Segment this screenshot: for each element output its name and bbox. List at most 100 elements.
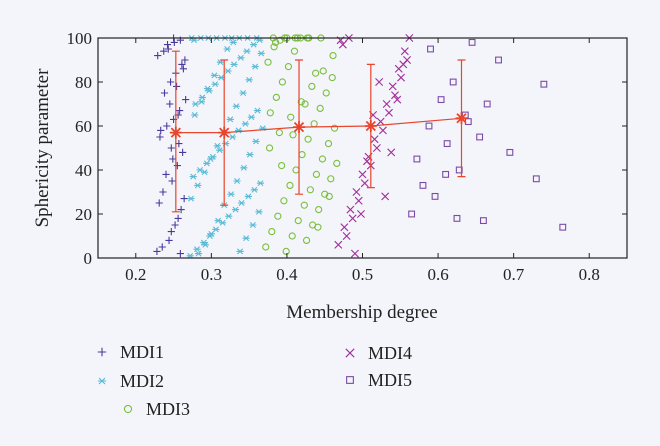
x-tick-label: 0.6 xyxy=(427,265,448,284)
data-point-mdi1 xyxy=(165,236,173,244)
data-point-mdi1 xyxy=(181,56,189,64)
data-point-mdi4 xyxy=(372,144,381,152)
data-point-mdi5 xyxy=(559,223,567,231)
data-point-mdi3 xyxy=(315,205,323,214)
data-point-mdi2 xyxy=(250,186,259,193)
data-point-mdi3 xyxy=(286,181,294,190)
data-point-mdi1 xyxy=(180,195,188,203)
data-point-mdi1 xyxy=(167,144,175,152)
data-point-mdi2 xyxy=(203,160,211,167)
data-point-mdi3 xyxy=(316,104,324,113)
data-point-mdi2 xyxy=(251,63,259,70)
data-point-mdi4 xyxy=(384,108,393,117)
data-point-mdi2 xyxy=(246,151,254,158)
data-point-mdi4 xyxy=(350,249,359,258)
data-point-mdi2 xyxy=(250,41,258,48)
data-point-mdi1 xyxy=(176,107,184,115)
data-point-mdi3 xyxy=(312,69,320,77)
data-point-mdi2 xyxy=(210,72,218,79)
data-point-mdi2 xyxy=(197,98,206,105)
data-point-mdi4 xyxy=(346,205,355,214)
data-point-mdi5 xyxy=(408,210,416,218)
x-tick-label: 0.5 xyxy=(352,265,373,284)
series-mdi1 xyxy=(153,34,190,258)
data-point-mdi5 xyxy=(431,192,439,200)
data-point-mdi5 xyxy=(483,100,491,108)
data-point-mdi4 xyxy=(370,135,379,144)
axis-ticks-layer: 0.2 0.3 0.4 0.5 0.6 0.7 0.8 0 20 40 60 80 100 xyxy=(67,29,627,284)
series-mdi5 xyxy=(408,38,567,231)
legend-item-mdi3: MDI3 xyxy=(123,399,190,419)
data-point-mdi4 xyxy=(388,82,397,91)
data-point-mdi2 xyxy=(214,217,222,224)
data-point-mdi3 xyxy=(330,124,339,132)
data-point-mdi3 xyxy=(318,155,327,163)
data-point-mdi5 xyxy=(427,45,434,53)
data-point-mdi2 xyxy=(225,213,233,220)
data-point-mdi2 xyxy=(187,195,195,202)
data-point-mdi2 xyxy=(236,248,244,255)
data-point-mdi4 xyxy=(382,100,391,108)
data-point-mdi3 xyxy=(292,166,300,174)
x-tick-label: 0.7 xyxy=(503,265,525,284)
data-point-mdi3 xyxy=(310,120,318,128)
mean-errorbar-layer xyxy=(169,50,468,213)
data-point-mdi2 xyxy=(222,140,230,147)
data-point-mdi3 xyxy=(306,186,314,194)
data-point-mdi5 xyxy=(453,214,461,222)
mean-point xyxy=(364,120,377,132)
legend-label: MDI4 xyxy=(368,343,412,363)
data-point-mdi2 xyxy=(229,39,237,46)
data-point-mdi1 xyxy=(166,78,175,86)
data-point-mdi1 xyxy=(168,177,176,185)
data-point-mdi2 xyxy=(193,246,201,253)
data-point-mdi3 xyxy=(314,223,322,231)
data-point-mdi3 xyxy=(266,109,274,117)
legend-marker-mdi1 xyxy=(97,347,107,357)
data-point-mdi5 xyxy=(540,80,548,88)
data-point-mdi2 xyxy=(207,230,215,237)
data-point-mdi1 xyxy=(163,41,172,49)
data-point-mdi3 xyxy=(265,144,274,152)
data-point-mdi3 xyxy=(302,236,311,245)
data-point-mdi2 xyxy=(198,94,206,101)
data-point-mdi3 xyxy=(319,67,327,75)
legend-marker-mdi5 xyxy=(346,376,354,384)
data-point-mdi5 xyxy=(449,78,457,86)
data-point-mdi3 xyxy=(304,135,312,143)
data-point-mdi3 xyxy=(294,216,302,225)
data-point-mdi5 xyxy=(464,118,472,126)
data-point-mdi4 xyxy=(381,192,390,201)
y-tick-label: 80 xyxy=(75,73,92,92)
data-point-mdi4 xyxy=(354,196,363,205)
data-point-mdi4 xyxy=(376,117,385,126)
data-point-mdi2 xyxy=(201,241,209,248)
data-point-mdi3 xyxy=(329,51,337,60)
data-point-mdi2 xyxy=(228,134,237,140)
data-point-mdi2 xyxy=(255,208,263,215)
series-mdi4 xyxy=(334,34,414,258)
x-tick-label: 0.4 xyxy=(276,265,298,284)
data-point-mdi1 xyxy=(166,100,174,108)
data-point-mdi1 xyxy=(156,133,164,141)
y-tick-label: 100 xyxy=(67,29,93,48)
data-point-mdi5 xyxy=(506,148,514,156)
data-point-mdi2 xyxy=(227,191,235,198)
y-tick-label: 60 xyxy=(75,117,92,136)
legend-item-mdi5: MDI5 xyxy=(346,370,412,390)
data-point-mdi1 xyxy=(160,89,169,97)
data-point-mdi4 xyxy=(363,157,372,166)
data-point-mdi5 xyxy=(437,96,445,104)
data-point-mdi2 xyxy=(256,180,265,187)
mean-point xyxy=(455,112,468,125)
data-point-mdi1 xyxy=(170,38,178,46)
data-point-mdi2 xyxy=(241,120,249,127)
data-point-mdi2 xyxy=(223,46,231,52)
data-point-mdi2 xyxy=(191,112,199,118)
data-point-mdi3 xyxy=(287,113,295,121)
data-point-mdi3 xyxy=(289,131,297,139)
data-point-mdi2 xyxy=(245,76,253,83)
data-point-mdi4 xyxy=(338,40,347,49)
series-mdi3 xyxy=(262,34,341,256)
